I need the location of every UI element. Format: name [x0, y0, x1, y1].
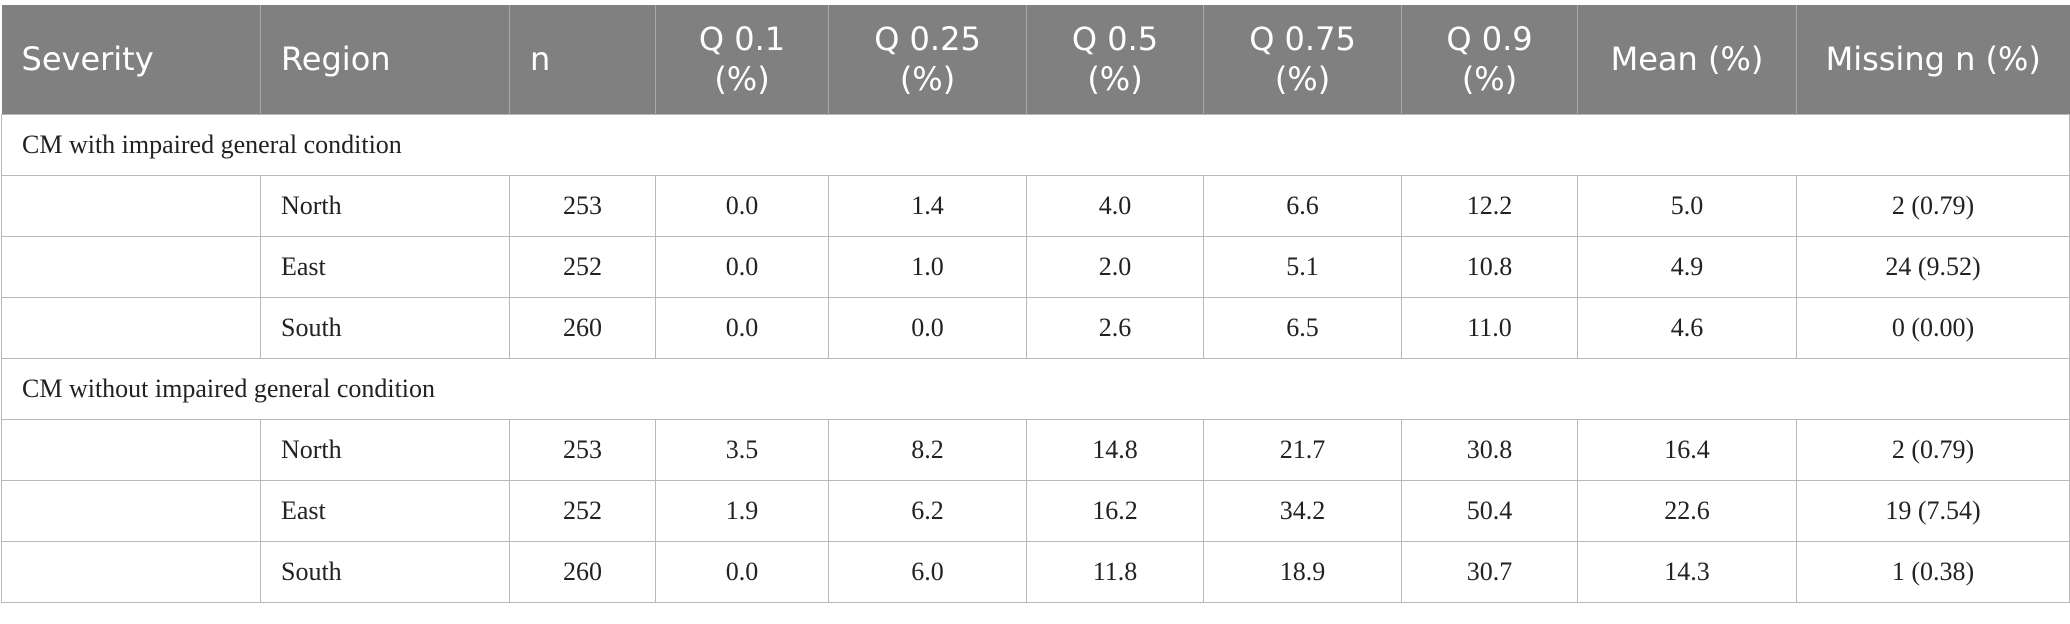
header-label: Region	[281, 40, 391, 79]
header-missing: Missing n (%)	[1796, 5, 2070, 114]
table-cell: 34.2	[1203, 479, 1402, 542]
table-cell: 6.6	[1203, 174, 1402, 237]
table-row: East 252 0.0 1.0 2.0 5.1 10.8 4.9 24 (9.52)	[1, 235, 2070, 298]
group-header-row: CM without impaired general condition	[1, 357, 2070, 420]
table-cell: 24 (9.52)	[1796, 235, 2070, 298]
header-label: Q 0.75	[1249, 20, 1356, 59]
table-cell: 1.9	[655, 479, 829, 542]
table-cell: 0.0	[655, 296, 829, 359]
header-label: n	[530, 40, 551, 79]
table-cell: 1.4	[828, 174, 1027, 237]
table-row: North 253 0.0 1.4 4.0 6.6 12.2 5.0 2 (0.79)	[1, 174, 2070, 237]
table-cell: 22.6	[1577, 479, 1797, 542]
table-row: South 260 0.0 6.0 11.8 18.9 30.7 14.3 1 (0.38)	[1, 540, 2070, 603]
table-cell: 1.0	[828, 235, 1027, 298]
table-cell: 16.2	[1026, 479, 1204, 542]
header-label: (%)	[1274, 60, 1331, 99]
table-cell: 10.8	[1401, 235, 1578, 298]
table-cell: 4.6	[1577, 296, 1797, 359]
header-label: (%)	[1461, 60, 1518, 99]
table-cell: 0.0	[828, 296, 1027, 359]
table-cell: 0.0	[655, 174, 829, 237]
table-cell: 16.4	[1577, 418, 1797, 481]
table-cell: 14.3	[1577, 540, 1797, 603]
table-header: Severity Region n Q 0.1 (%) Q 0.25 (%) Q 0…	[1, 5, 2070, 114]
header-region: Region	[260, 5, 510, 114]
header-q09: Q 0.9 (%)	[1401, 5, 1578, 114]
header-label: Missing n (%)	[1825, 40, 2041, 79]
header-q01: Q 0.1 (%)	[655, 5, 829, 114]
table-cell: 0.0	[655, 540, 829, 603]
table-cell	[1, 479, 261, 542]
header-label: Q 0.5	[1071, 20, 1159, 59]
header-label: (%)	[1087, 60, 1143, 99]
table-cell: 5.0	[1577, 174, 1797, 237]
table-cell: 260	[509, 296, 656, 359]
header-label: Q 0.25	[874, 20, 981, 59]
table-cell: 260	[509, 540, 656, 603]
table-cell: 14.8	[1026, 418, 1204, 481]
header-label: (%)	[714, 60, 770, 99]
table-cell: 2 (0.79)	[1796, 174, 2070, 237]
header-mean: Mean (%)	[1577, 5, 1797, 114]
header-label: Q 0.1	[698, 20, 786, 59]
data-table: Severity Region n Q 0.1 (%) Q 0.25 (%) Q 0…	[1, 5, 2070, 603]
group-label: CM without impaired general condition	[1, 357, 2070, 420]
table-cell: 30.8	[1401, 418, 1578, 481]
table-cell: 30.7	[1401, 540, 1578, 603]
table-cell	[1, 235, 261, 298]
table-cell: 4.0	[1026, 174, 1204, 237]
table-cell: 11.8	[1026, 540, 1204, 603]
table-cell	[1, 418, 261, 481]
table-cell: 2 (0.79)	[1796, 418, 2070, 481]
table-cell: 253	[509, 174, 656, 237]
table-cell: East	[260, 479, 510, 542]
table-cell: 12.2	[1401, 174, 1578, 237]
header-label: (%)	[899, 60, 956, 99]
header-n: n	[509, 5, 656, 114]
table-cell: 2.6	[1026, 296, 1204, 359]
header-row: Severity Region n Q 0.1 (%) Q 0.25 (%) Q 0…	[1, 5, 2070, 114]
table-cell: 19 (7.54)	[1796, 479, 2070, 542]
table-cell: North	[260, 418, 510, 481]
table-cell: 11.0	[1401, 296, 1578, 359]
header-severity: Severity	[1, 5, 261, 114]
table-cell: 6.5	[1203, 296, 1402, 359]
table-cell	[1, 296, 261, 359]
header-q05: Q 0.5 (%)	[1026, 5, 1204, 114]
table-cell: 0.0	[655, 235, 829, 298]
table-cell: 0 (0.00)	[1796, 296, 2070, 359]
header-q025: Q 0.25 (%)	[828, 5, 1027, 114]
table-cell	[1, 174, 261, 237]
header-label: Severity	[21, 40, 154, 79]
table-cell: 8.2	[828, 418, 1027, 481]
table-cell: 21.7	[1203, 418, 1402, 481]
table-cell: 6.0	[828, 540, 1027, 603]
header-label: Q 0.9	[1446, 20, 1533, 59]
table-cell: 18.9	[1203, 540, 1402, 603]
header-label: Mean (%)	[1610, 40, 1764, 79]
table-cell: 3.5	[655, 418, 829, 481]
table-row: North 253 3.5 8.2 14.8 21.7 30.8 16.4 2 (0.79)	[1, 418, 2070, 481]
table-cell: 2.0	[1026, 235, 1204, 298]
table-cell: 252	[509, 479, 656, 542]
table-cell	[1, 540, 261, 603]
table-cell: 6.2	[828, 479, 1027, 542]
table-cell: 1 (0.38)	[1796, 540, 2070, 603]
table-row: East 252 1.9 6.2 16.2 34.2 50.4 22.6 19 (7.54)	[1, 479, 2070, 542]
table-cell: South	[260, 296, 510, 359]
header-q075: Q 0.75 (%)	[1203, 5, 1402, 114]
table-cell: 252	[509, 235, 656, 298]
table-cell: 5.1	[1203, 235, 1402, 298]
table-cell: North	[260, 174, 510, 237]
table-cell: 253	[509, 418, 656, 481]
table-cell: 50.4	[1401, 479, 1578, 542]
table-row: South 260 0.0 0.0 2.6 6.5 11.0 4.6 0 (0.00)	[1, 296, 2070, 359]
group-header-row: CM with impaired general condition	[1, 113, 2070, 176]
table-cell: 4.9	[1577, 235, 1797, 298]
table-body: CM with impaired general condition North 2…	[1, 113, 2070, 603]
group-label: CM with impaired general condition	[1, 113, 2070, 176]
table-cell: South	[260, 540, 510, 603]
table-cell: East	[260, 235, 510, 298]
